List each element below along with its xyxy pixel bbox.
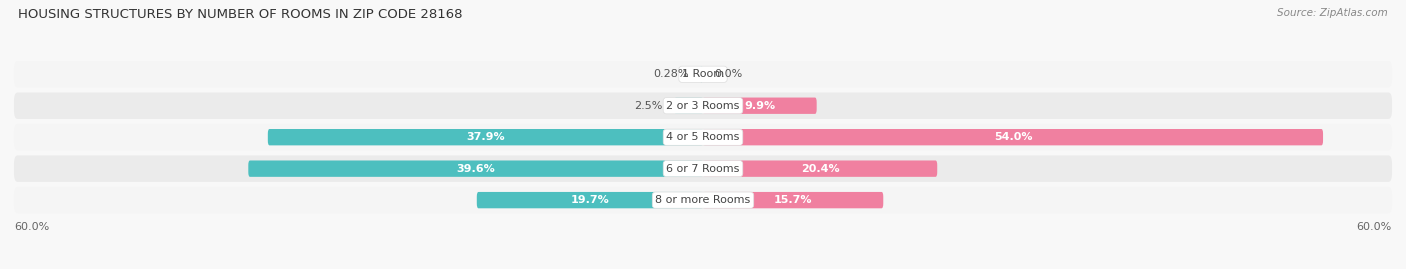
Text: 60.0%: 60.0% bbox=[1357, 222, 1392, 232]
Text: 39.6%: 39.6% bbox=[457, 164, 495, 174]
FancyBboxPatch shape bbox=[267, 129, 703, 145]
FancyBboxPatch shape bbox=[700, 66, 703, 82]
Text: 4 or 5 Rooms: 4 or 5 Rooms bbox=[666, 132, 740, 142]
FancyBboxPatch shape bbox=[14, 155, 1392, 182]
Text: Source: ZipAtlas.com: Source: ZipAtlas.com bbox=[1277, 8, 1388, 18]
Text: 37.9%: 37.9% bbox=[467, 132, 505, 142]
FancyBboxPatch shape bbox=[675, 98, 703, 114]
Text: 19.7%: 19.7% bbox=[571, 195, 609, 205]
FancyBboxPatch shape bbox=[14, 187, 1392, 213]
FancyBboxPatch shape bbox=[14, 124, 1392, 150]
FancyBboxPatch shape bbox=[14, 61, 1392, 87]
Text: 2.5%: 2.5% bbox=[634, 101, 662, 111]
Text: 9.9%: 9.9% bbox=[744, 101, 775, 111]
Text: 0.0%: 0.0% bbox=[714, 69, 742, 79]
FancyBboxPatch shape bbox=[703, 161, 938, 177]
FancyBboxPatch shape bbox=[14, 93, 1392, 119]
Text: HOUSING STRUCTURES BY NUMBER OF ROOMS IN ZIP CODE 28168: HOUSING STRUCTURES BY NUMBER OF ROOMS IN… bbox=[18, 8, 463, 21]
Text: 2 or 3 Rooms: 2 or 3 Rooms bbox=[666, 101, 740, 111]
FancyBboxPatch shape bbox=[703, 98, 817, 114]
Text: 60.0%: 60.0% bbox=[14, 222, 49, 232]
Text: 6 or 7 Rooms: 6 or 7 Rooms bbox=[666, 164, 740, 174]
Text: 20.4%: 20.4% bbox=[801, 164, 839, 174]
Text: 15.7%: 15.7% bbox=[773, 195, 813, 205]
Text: 8 or more Rooms: 8 or more Rooms bbox=[655, 195, 751, 205]
Text: 0.28%: 0.28% bbox=[652, 69, 689, 79]
Text: 1 Room: 1 Room bbox=[682, 69, 724, 79]
FancyBboxPatch shape bbox=[249, 161, 703, 177]
Text: 54.0%: 54.0% bbox=[994, 132, 1032, 142]
FancyBboxPatch shape bbox=[703, 129, 1323, 145]
FancyBboxPatch shape bbox=[477, 192, 703, 208]
FancyBboxPatch shape bbox=[703, 192, 883, 208]
